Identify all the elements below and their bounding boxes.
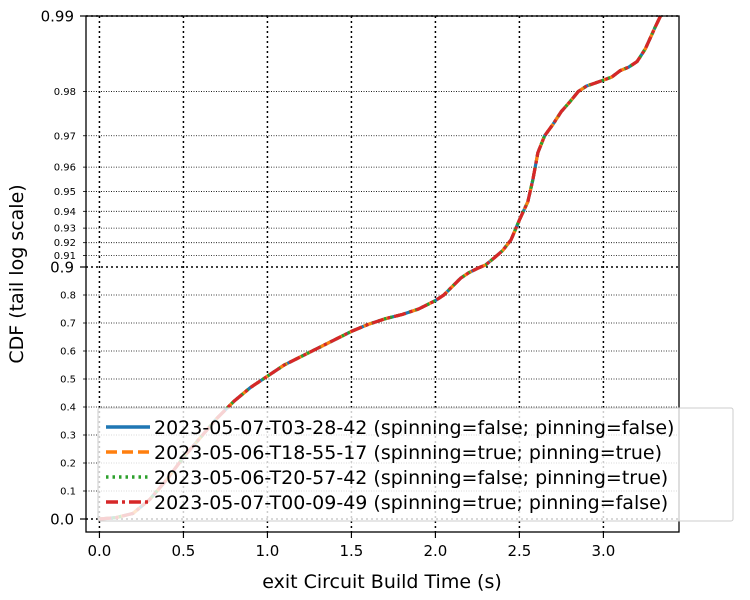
series-line (99, 15, 662, 521)
legend-entry-label: 2023-05-07-T00-09-49 (spinning=true; pin… (154, 492, 668, 514)
y-axis-ticks: 0.1 0.2 0.3 0.4 0.5 0.6 0.7 0.8 0.91 0.92 0.93 0.94… (41, 8, 86, 529)
legend-entry-label: 2023-05-07-T03-28-42 (spinning=false; pi… (154, 417, 674, 439)
y-minor-tick-label: 0.98 (54, 87, 76, 98)
legend-entry-label: 2023-05-06-T18-55-17 (spinning=true; pin… (154, 442, 662, 464)
y-axis-label: CDF (tail log scale) (6, 184, 28, 363)
y-minor-tick-label: 0.1 (60, 487, 76, 498)
legend: 2023-05-07-T03-28-42 (spinning=false; pi… (97, 407, 734, 522)
series-line (99, 15, 662, 521)
x-tick-label: 2.0 (423, 542, 447, 560)
y-minor-tick-label: 0.97 (54, 131, 76, 142)
y-minor-tick-label: 0.6 (60, 347, 76, 358)
y-minor-tick-label: 0.7 (60, 319, 76, 330)
y-minor-tick-label: 0.2 (60, 459, 76, 470)
y-minor-tick-label: 0.3 (60, 431, 76, 442)
y-minor-tick-label: 0.8 (60, 291, 76, 302)
x-tick-label: 0.0 (88, 542, 112, 560)
y-minor-tick-label: 0.96 (54, 163, 76, 174)
x-tick-label: 1.5 (339, 542, 363, 560)
y-minor-tick-label: 0.92 (54, 238, 76, 249)
legend-box (97, 407, 734, 522)
x-axis-ticks: 0.0 0.5 1.0 1.5 2.0 2.5 3.0 (88, 532, 615, 560)
y-minor-tick-label: 0.91 (54, 251, 76, 262)
x-axis-label: exit Circuit Build Time (s) (262, 571, 502, 593)
y-major-tick-label: 0.9 (50, 259, 74, 277)
y-major-tick-label: 0.0 (50, 511, 74, 529)
series-lines (99, 15, 662, 521)
x-tick-label: 0.5 (172, 542, 196, 560)
x-tick-label: 3.0 (591, 542, 615, 560)
plot-frame (85, 15, 680, 533)
x-tick-label: 2.5 (507, 542, 531, 560)
x-tick-label: 1.0 (255, 542, 279, 560)
y-minor-tick-label: 0.5 (60, 375, 76, 386)
y-minor-tick-label: 0.4 (60, 403, 76, 414)
legend-entry-label: 2023-05-06-T20-57-42 (spinning=false; pi… (154, 467, 668, 489)
y-major-tick-label: 0.99 (41, 8, 74, 26)
y-minor-tick-label: 0.93 (54, 224, 76, 235)
y-minor-tick-label: 0.95 (54, 187, 76, 198)
y-minor-tick-label: 0.94 (54, 207, 76, 218)
